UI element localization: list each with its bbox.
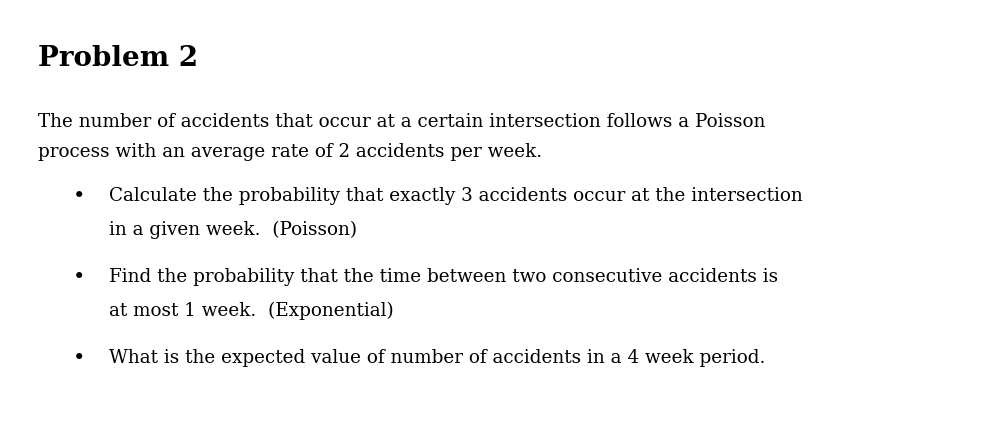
Text: at most 1 week.  (Exponential): at most 1 week. (Exponential) [109, 302, 393, 320]
Text: •: • [72, 349, 85, 368]
Text: The number of accidents that occur at a certain intersection follows a Poisson: The number of accidents that occur at a … [38, 113, 766, 131]
Text: Find the probability that the time between two consecutive accidents is: Find the probability that the time betwe… [109, 268, 778, 286]
Text: Calculate the probability that exactly 3 accidents occur at the intersection: Calculate the probability that exactly 3… [109, 187, 803, 205]
Text: in a given week.  (Poisson): in a given week. (Poisson) [109, 221, 357, 239]
Text: process with an average rate of 2 accidents per week.: process with an average rate of 2 accide… [38, 143, 542, 161]
Text: What is the expected value of number of accidents in a 4 week period.: What is the expected value of number of … [109, 349, 765, 367]
Text: •: • [72, 187, 85, 207]
Text: Problem 2: Problem 2 [38, 45, 198, 72]
Text: •: • [72, 268, 85, 288]
